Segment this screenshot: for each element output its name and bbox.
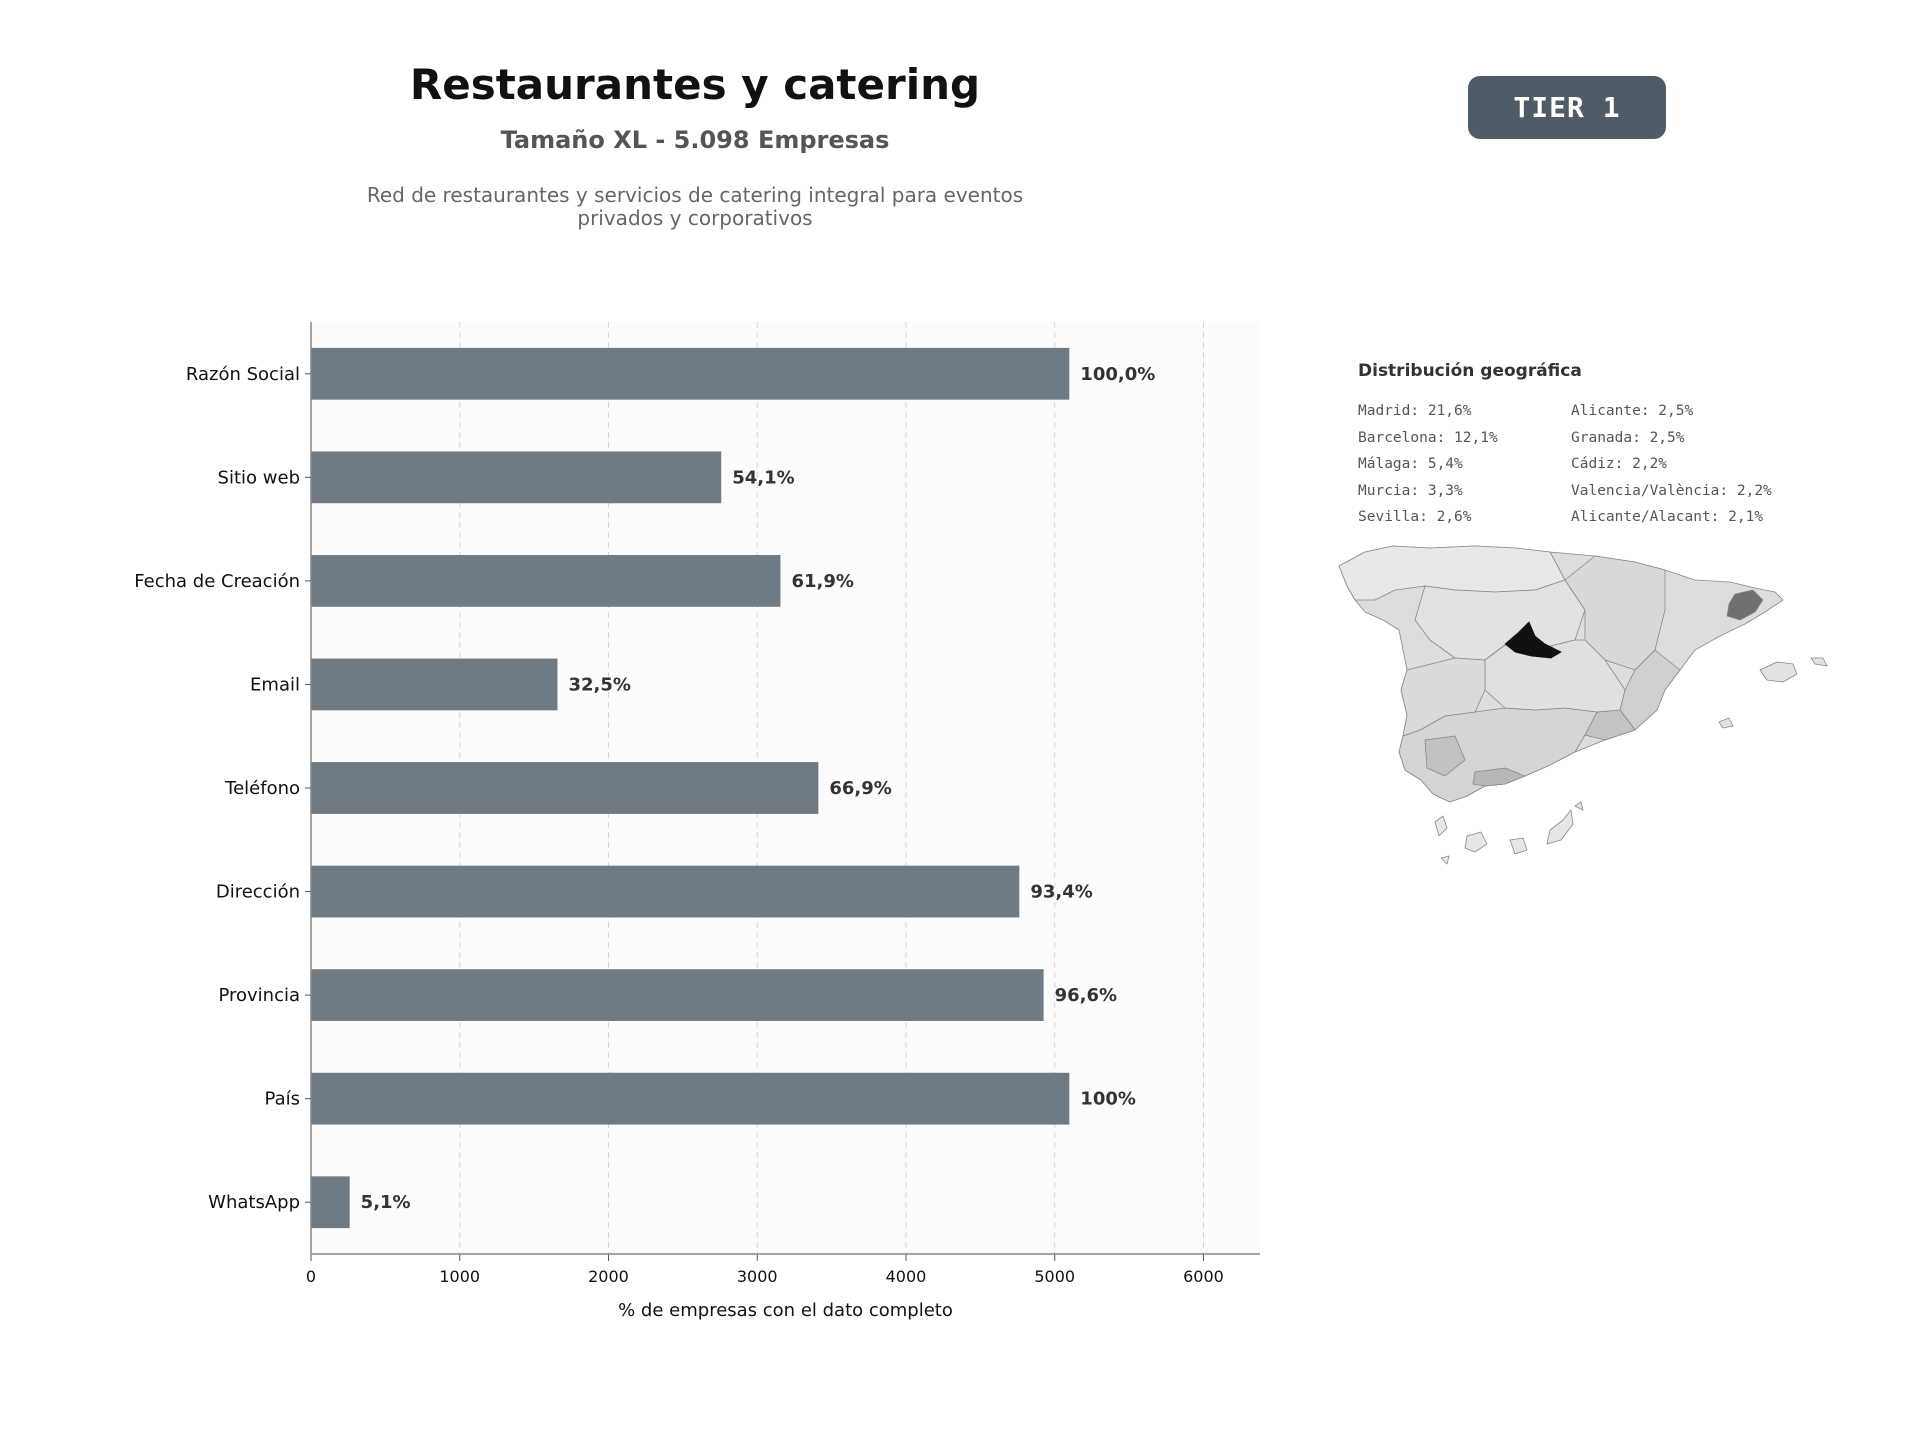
bars: 100,0% 54,1% 61,9% 32,5% 66,9% 93,4% 96,6% 100%…	[311, 347, 1155, 1229]
geo-item: Madrid: 21,6%	[1358, 403, 1472, 419]
x-axis-label: % de empresas con el dato completo	[618, 1300, 953, 1321]
geo-item: Málaga: 5,4%	[1358, 456, 1463, 472]
data-label: 100%	[1080, 1089, 1136, 1110]
axes: 0 1000 2000 3000 4000 5000 6000 Razón Social Sit…	[134, 322, 1260, 1286]
data-label: 61,9%	[791, 571, 853, 592]
category-label: Dirección	[216, 882, 300, 903]
data-label: 93,4%	[1030, 882, 1092, 903]
map-region-malaga	[1472, 767, 1526, 787]
geo-item: Sevilla: 2,6%	[1358, 509, 1472, 525]
x-tick-label: 4000	[886, 1267, 927, 1286]
x-tick-label: 2000	[588, 1267, 629, 1286]
x-tick-label: 3000	[737, 1267, 778, 1286]
category-label: Razón Social	[186, 364, 300, 385]
page-subtitle: Tamaño XL - 5.098 Empresas	[500, 126, 890, 154]
bar	[311, 658, 558, 711]
data-label: 66,9%	[829, 778, 891, 799]
data-label: 32,5%	[568, 674, 630, 695]
geo-item: Alicante: 2,5%	[1571, 403, 1694, 419]
geo-list-left: Madrid: 21,6% Barcelona: 12,1% Málaga: 5…	[1358, 398, 1498, 531]
data-label: 96,6%	[1055, 985, 1117, 1006]
geo-item: Valencia/València: 2,2%	[1571, 482, 1772, 499]
bar	[311, 762, 819, 814]
page-description: Red de restaurantes y servicios de cater…	[366, 183, 1024, 230]
map-region-baleares	[1718, 657, 1828, 729]
category-label: WhatsApp	[208, 1192, 300, 1213]
bar-chart: 100,0% 54,1% 61,9% 32,5% 66,9% 93,4% 96,6% 100%…	[134, 322, 1260, 1321]
map-region-madrid	[1504, 621, 1562, 659]
bar	[311, 969, 1044, 1021]
geo-item: Murcia: 3,3%	[1358, 482, 1463, 499]
category-label: Sitio web	[218, 467, 300, 488]
category-label: Provincia	[218, 985, 300, 1006]
page-title: Restaurantes y catering	[409, 60, 981, 109]
x-tick-label: 5000	[1034, 1267, 1075, 1286]
bar	[311, 347, 1070, 400]
data-label: 100,0%	[1080, 364, 1155, 385]
category-label: Email	[250, 674, 300, 695]
map-region-canarias	[1434, 801, 1584, 865]
bar	[311, 451, 722, 504]
bar	[311, 1176, 350, 1229]
geo-item: Granada: 2,5%	[1571, 429, 1685, 446]
map-region-extremadura	[1400, 657, 1486, 737]
geo-list-right: Alicante: 2,5% Granada: 2,5% Cádiz: 2,2%…	[1571, 398, 1772, 531]
bar	[311, 865, 1020, 918]
category-label: País	[265, 1089, 300, 1110]
x-tick-label: 0	[306, 1267, 316, 1286]
geo-item: Barcelona: 12,1%	[1358, 429, 1498, 446]
map-region-barcelona	[1726, 589, 1764, 621]
category-label: Teléfono	[224, 778, 300, 799]
spain-choropleth-map	[1338, 545, 1828, 865]
x-tick-label: 1000	[439, 1267, 480, 1286]
data-label: 5,1%	[361, 1192, 411, 1213]
bar	[311, 555, 781, 607]
bar	[311, 1072, 1070, 1125]
tier-badge: TIER 1	[1468, 76, 1666, 139]
geo-distribution-title: Distribución geográfica	[1358, 361, 1582, 381]
x-tick-label: 6000	[1183, 1267, 1224, 1286]
data-label: 54,1%	[732, 467, 794, 488]
geo-item: Cádiz: 2,2%	[1571, 456, 1668, 472]
category-label: Fecha de Creación	[134, 571, 300, 592]
geo-item: Alicante/Alacant: 2,1%	[1571, 509, 1764, 525]
map-region-sevilla	[1424, 735, 1466, 777]
